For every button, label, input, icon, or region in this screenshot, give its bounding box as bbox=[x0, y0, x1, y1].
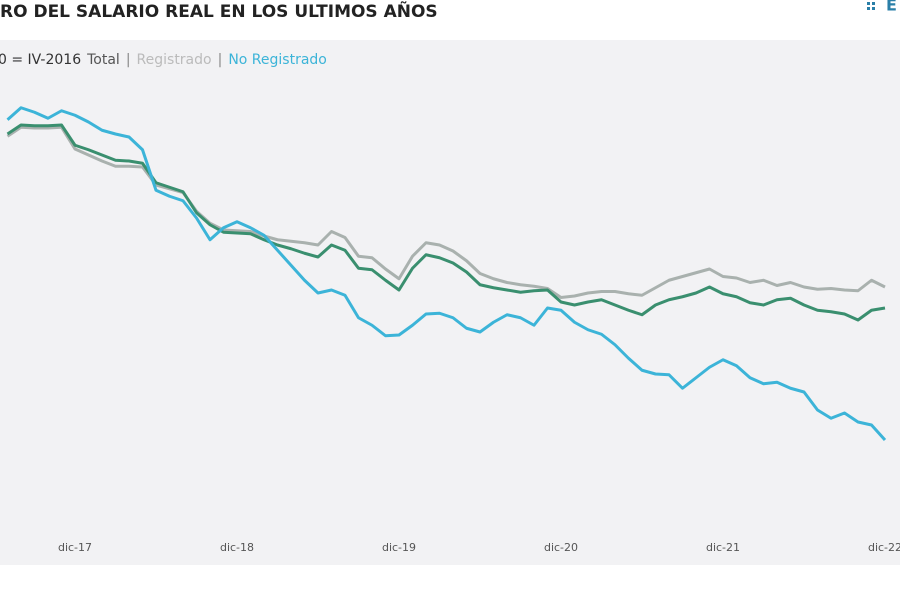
legend-entry: Total bbox=[86, 52, 120, 68]
legend-separator: | bbox=[218, 52, 223, 68]
x-tick-label: dic-17 bbox=[58, 541, 92, 554]
x-tick-label: dic-19 bbox=[382, 541, 416, 554]
legend-separator: | bbox=[126, 52, 131, 68]
legend-subtitle: 0 = IV-2016 bbox=[0, 52, 81, 68]
series-line bbox=[6, 106, 887, 442]
x-tick-label: dic-20 bbox=[544, 541, 578, 554]
x-tick-label: dic-18 bbox=[220, 541, 254, 554]
x-tick-label: dic-21 bbox=[706, 541, 740, 554]
legend-entry: Registrado bbox=[137, 52, 212, 68]
logo-icon bbox=[867, 2, 875, 10]
logo: E bbox=[886, 0, 897, 15]
x-tick-label: dic-22 bbox=[868, 541, 900, 554]
plot-background bbox=[0, 40, 900, 565]
legend-entry: No Registrado bbox=[228, 52, 327, 68]
legend: 0 = IV-2016 Total | Registrado | No Registrad… bbox=[0, 52, 327, 68]
chart-title: RO DEL SALARIO REAL EN LOS ULTIMOS AÑOS bbox=[0, 0, 438, 22]
